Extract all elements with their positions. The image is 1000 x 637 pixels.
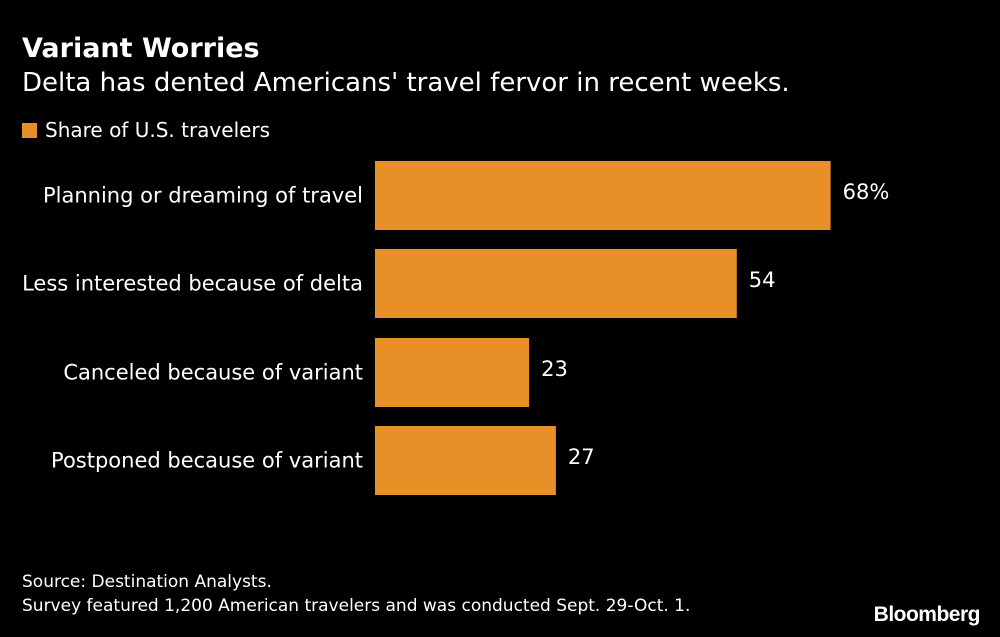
- category-label-4: Postponed because of variant: [51, 449, 363, 473]
- value-label-4: 27: [568, 445, 595, 469]
- bar-1: [375, 161, 831, 230]
- value-label-1: 68%: [843, 180, 890, 204]
- bloomberg-logo: Bloomberg: [873, 603, 981, 626]
- legend: Share of U.S. travelers: [22, 117, 270, 143]
- legend-swatch: [22, 122, 37, 138]
- category-label-2: Less interested because of delta: [22, 272, 363, 296]
- legend-label: Share of U.S. travelers: [45, 118, 271, 142]
- category-label-3: Canceled because of variant: [63, 361, 363, 385]
- source-note: Source: Destination Analysts. Survey fea…: [22, 570, 690, 618]
- bar-2: [375, 249, 737, 318]
- source-line-2: Survey featured 1,200 American travelers…: [22, 596, 691, 616]
- bar-4: [375, 426, 556, 495]
- chart-subtitle: Delta has dented Americans' travel fervo…: [22, 68, 790, 98]
- value-label-2: 54: [749, 268, 776, 292]
- bar-3: [375, 338, 530, 407]
- category-label-1: Planning or dreaming of travel: [43, 184, 363, 208]
- chart-title: Variant Worries: [22, 33, 260, 64]
- source-line-1: Source: Destination Analysts.: [22, 572, 272, 592]
- value-label-3: 23: [541, 357, 568, 381]
